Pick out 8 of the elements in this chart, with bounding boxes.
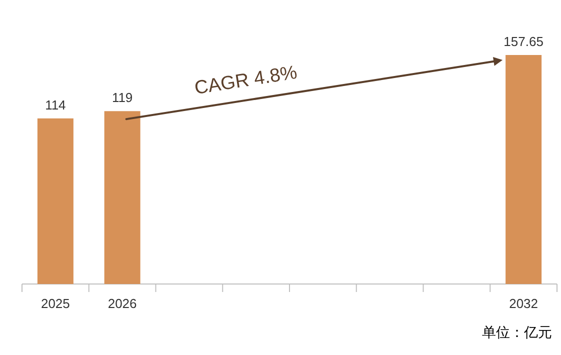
x-tick-label: 2026 (108, 296, 137, 311)
data-label: 114 (45, 97, 66, 112)
x-tick-label: 2025 (40, 296, 70, 311)
text: 单位：亿元 (482, 324, 552, 340)
x-tick-label: 2032 (509, 296, 538, 311)
data-label: 157.65 (504, 34, 544, 49)
data-label: 119 (112, 90, 133, 106)
annotation: CAGR 4.8% (193, 62, 299, 100)
